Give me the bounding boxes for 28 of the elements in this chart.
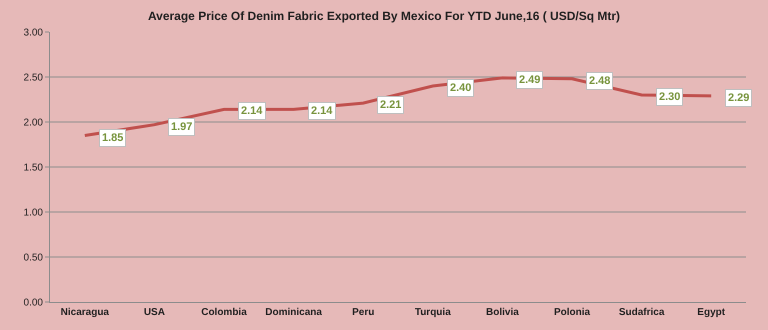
x-tick-label: Peru (352, 307, 374, 318)
data-label: 1.97 (171, 121, 192, 133)
x-tick-label: Colombia (201, 307, 248, 318)
y-tick-label: 2.00 (24, 118, 44, 128)
data-label: 2.21 (380, 99, 402, 111)
x-tick-label: Sudafrica (618, 307, 665, 318)
y-tick-label: 2.50 (24, 72, 44, 84)
y-tick-label: 1.50 (24, 162, 44, 174)
x-tick-label: Bolivia (486, 307, 520, 318)
y-tick-label: 0.00 (24, 298, 44, 308)
x-tick-label: Polonia (554, 307, 590, 318)
data-label: 2.49 (519, 74, 540, 86)
chart-title: Average Price Of Denim Fabric Exported By Mexico For YTD June,16 ( USD/Sq Mtr) (148, 8, 620, 23)
y-tick-label: 3.00 (24, 28, 44, 38)
x-tick-label: Egypt (697, 307, 726, 318)
y-tick-label: 0.50 (24, 252, 44, 264)
data-label: 1.85 (102, 132, 124, 144)
data-label: 2.14 (241, 105, 264, 117)
y-tick-label: 1.00 (24, 208, 44, 218)
x-tick-label: Turquia (414, 307, 452, 318)
x-tick-label: Dominicana (265, 307, 322, 318)
data-label: 2.29 (728, 92, 750, 104)
x-tick-label: Nicaragua (60, 307, 110, 318)
x-tick-label: USA (144, 307, 165, 318)
data-label: 2.14 (311, 105, 334, 117)
data-label: 2.40 (450, 82, 472, 94)
data-label: 2.30 (659, 91, 680, 103)
data-label: 2.48 (589, 75, 610, 87)
